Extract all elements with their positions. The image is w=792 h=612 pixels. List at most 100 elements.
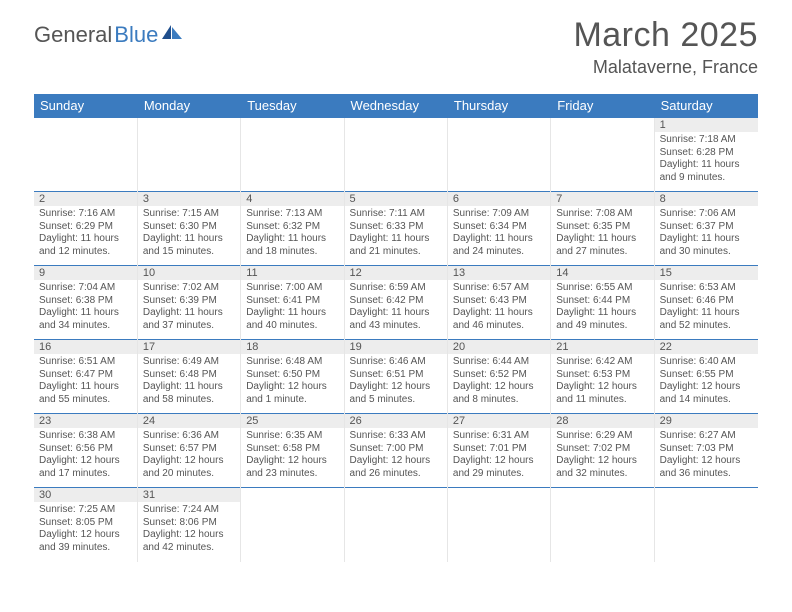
calendar-cell: 29Sunrise: 6:27 AMSunset: 7:03 PMDayligh… [654,414,757,488]
calendar-cell: 15Sunrise: 6:53 AMSunset: 6:46 PMDayligh… [654,266,757,340]
day-number: 20 [448,340,550,354]
day-info: Sunrise: 6:57 AMSunset: 6:43 PMDaylight:… [448,280,550,335]
day-number: 23 [34,414,137,428]
title-block: March 2025 Malataverne, France [573,16,758,78]
calendar-cell: 10Sunrise: 7:02 AMSunset: 6:39 PMDayligh… [137,266,240,340]
calendar-cell: 8Sunrise: 7:06 AMSunset: 6:37 PMDaylight… [654,192,757,266]
calendar-cell: 18Sunrise: 6:48 AMSunset: 6:50 PMDayligh… [241,340,344,414]
calendar-cell: 6Sunrise: 7:09 AMSunset: 6:34 PMDaylight… [447,192,550,266]
day-number: 1 [655,118,758,132]
day-info: Sunrise: 7:13 AMSunset: 6:32 PMDaylight:… [241,206,343,261]
calendar-cell [34,118,137,192]
calendar-cell: 14Sunrise: 6:55 AMSunset: 6:44 PMDayligh… [551,266,654,340]
calendar-cell: 20Sunrise: 6:44 AMSunset: 6:52 PMDayligh… [447,340,550,414]
day-number: 11 [241,266,343,280]
day-info: Sunrise: 7:25 AMSunset: 8:05 PMDaylight:… [34,502,137,557]
day-number: 7 [551,192,653,206]
day-info: Sunrise: 6:27 AMSunset: 7:03 PMDaylight:… [655,428,758,483]
day-info: Sunrise: 6:40 AMSunset: 6:55 PMDaylight:… [655,354,758,409]
day-number: 9 [34,266,137,280]
day-info: Sunrise: 7:18 AMSunset: 6:28 PMDaylight:… [655,132,758,187]
day-info: Sunrise: 6:29 AMSunset: 7:02 PMDaylight:… [551,428,653,483]
calendar-cell: 17Sunrise: 6:49 AMSunset: 6:48 PMDayligh… [137,340,240,414]
calendar-cell [344,118,447,192]
day-info: Sunrise: 6:36 AMSunset: 6:57 PMDaylight:… [138,428,240,483]
weekday-header: Sunday [34,94,137,118]
calendar-cell [344,488,447,562]
calendar-cell: 22Sunrise: 6:40 AMSunset: 6:55 PMDayligh… [654,340,757,414]
location-text: Malataverne, France [573,57,758,78]
weekday-header: Monday [137,94,240,118]
day-info: Sunrise: 6:44 AMSunset: 6:52 PMDaylight:… [448,354,550,409]
calendar-cell [654,488,757,562]
calendar-cell [551,488,654,562]
day-info: Sunrise: 6:46 AMSunset: 6:51 PMDaylight:… [345,354,447,409]
day-info: Sunrise: 7:16 AMSunset: 6:29 PMDaylight:… [34,206,137,261]
day-info: Sunrise: 7:04 AMSunset: 6:38 PMDaylight:… [34,280,137,335]
day-number: 29 [655,414,758,428]
weekday-header: Tuesday [241,94,344,118]
logo-text-blue: Blue [114,22,158,48]
weekday-header: Friday [551,94,654,118]
day-info: Sunrise: 6:55 AMSunset: 6:44 PMDaylight:… [551,280,653,335]
calendar-cell: 4Sunrise: 7:13 AMSunset: 6:32 PMDaylight… [241,192,344,266]
day-number: 30 [34,488,137,502]
day-number: 8 [655,192,758,206]
day-number: 12 [345,266,447,280]
calendar-row: 23Sunrise: 6:38 AMSunset: 6:56 PMDayligh… [34,414,758,488]
calendar-cell [137,118,240,192]
day-info: Sunrise: 6:49 AMSunset: 6:48 PMDaylight:… [138,354,240,409]
calendar-cell: 23Sunrise: 6:38 AMSunset: 6:56 PMDayligh… [34,414,137,488]
logo-text-general: General [34,22,112,48]
day-info: Sunrise: 7:09 AMSunset: 6:34 PMDaylight:… [448,206,550,261]
month-title: March 2025 [573,16,758,55]
day-info: Sunrise: 6:33 AMSunset: 7:00 PMDaylight:… [345,428,447,483]
day-info: Sunrise: 6:35 AMSunset: 6:58 PMDaylight:… [241,428,343,483]
calendar-body: 1Sunrise: 7:18 AMSunset: 6:28 PMDaylight… [34,118,758,562]
calendar-cell: 2Sunrise: 7:16 AMSunset: 6:29 PMDaylight… [34,192,137,266]
sail-icon [162,24,184,47]
calendar-cell: 9Sunrise: 7:04 AMSunset: 6:38 PMDaylight… [34,266,137,340]
day-info: Sunrise: 7:08 AMSunset: 6:35 PMDaylight:… [551,206,653,261]
day-info: Sunrise: 6:42 AMSunset: 6:53 PMDaylight:… [551,354,653,409]
day-number: 3 [138,192,240,206]
calendar-cell: 31Sunrise: 7:24 AMSunset: 8:06 PMDayligh… [137,488,240,562]
calendar-cell: 27Sunrise: 6:31 AMSunset: 7:01 PMDayligh… [447,414,550,488]
calendar-cell: 30Sunrise: 7:25 AMSunset: 8:05 PMDayligh… [34,488,137,562]
calendar-row: 16Sunrise: 6:51 AMSunset: 6:47 PMDayligh… [34,340,758,414]
calendar-cell: 26Sunrise: 6:33 AMSunset: 7:00 PMDayligh… [344,414,447,488]
calendar-cell [551,118,654,192]
calendar-cell: 24Sunrise: 6:36 AMSunset: 6:57 PMDayligh… [137,414,240,488]
calendar-cell: 13Sunrise: 6:57 AMSunset: 6:43 PMDayligh… [447,266,550,340]
calendar-header-row: SundayMondayTuesdayWednesdayThursdayFrid… [34,94,758,118]
day-number: 21 [551,340,653,354]
day-number: 28 [551,414,653,428]
day-number: 27 [448,414,550,428]
day-info: Sunrise: 7:06 AMSunset: 6:37 PMDaylight:… [655,206,758,261]
calendar-cell [241,488,344,562]
calendar-cell: 12Sunrise: 6:59 AMSunset: 6:42 PMDayligh… [344,266,447,340]
day-info: Sunrise: 6:51 AMSunset: 6:47 PMDaylight:… [34,354,137,409]
day-number: 4 [241,192,343,206]
day-number: 2 [34,192,137,206]
day-number: 26 [345,414,447,428]
calendar-cell: 21Sunrise: 6:42 AMSunset: 6:53 PMDayligh… [551,340,654,414]
calendar-cell [447,488,550,562]
calendar-cell: 28Sunrise: 6:29 AMSunset: 7:02 PMDayligh… [551,414,654,488]
day-number: 13 [448,266,550,280]
calendar-row: 9Sunrise: 7:04 AMSunset: 6:38 PMDaylight… [34,266,758,340]
calendar-cell: 3Sunrise: 7:15 AMSunset: 6:30 PMDaylight… [137,192,240,266]
calendar-row: 1Sunrise: 7:18 AMSunset: 6:28 PMDaylight… [34,118,758,192]
calendar-row: 2Sunrise: 7:16 AMSunset: 6:29 PMDaylight… [34,192,758,266]
calendar-cell: 5Sunrise: 7:11 AMSunset: 6:33 PMDaylight… [344,192,447,266]
calendar-cell: 11Sunrise: 7:00 AMSunset: 6:41 PMDayligh… [241,266,344,340]
day-number: 25 [241,414,343,428]
page-header: GeneralBlue March 2025 Malataverne, Fran… [0,0,792,86]
day-number: 14 [551,266,653,280]
day-number: 18 [241,340,343,354]
day-info: Sunrise: 6:48 AMSunset: 6:50 PMDaylight:… [241,354,343,409]
logo: GeneralBlue [34,22,184,48]
weekday-header: Thursday [447,94,550,118]
calendar-cell [241,118,344,192]
day-number: 16 [34,340,137,354]
